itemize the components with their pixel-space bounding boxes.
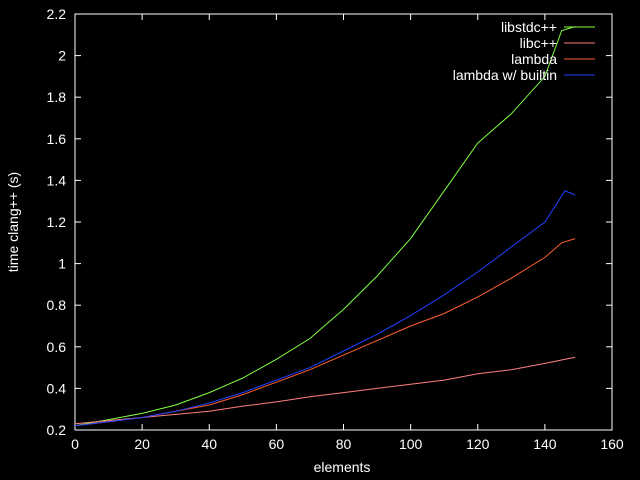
series-line-3 bbox=[74, 190, 576, 427]
x-tick-label: 80 bbox=[336, 436, 352, 452]
x-tick-label: 100 bbox=[399, 436, 423, 452]
y-tick-label: 1.4 bbox=[47, 172, 67, 188]
x-axis-label: elements bbox=[314, 459, 371, 475]
y-tick-label: 1.8 bbox=[47, 89, 67, 105]
y-axis-label: time clang++ (s) bbox=[5, 172, 21, 272]
y-tick-label: 2.2 bbox=[47, 6, 67, 22]
legend-label-3: lambda w/ builtin bbox=[453, 67, 557, 83]
series-line-1 bbox=[74, 356, 576, 425]
y-tick-label: 1.6 bbox=[47, 131, 67, 147]
x-tick-label: 140 bbox=[533, 436, 557, 452]
x-tick-label: 60 bbox=[269, 436, 285, 452]
legend-label-1: libc++ bbox=[520, 35, 557, 51]
x-tick-label: 40 bbox=[201, 436, 217, 452]
y-tick-label: 0.4 bbox=[47, 380, 67, 396]
y-axis-ticks: 0.2 0.4 0.6 0.8 1 1.2 1.4 1.6 1.8 2 2.2 bbox=[47, 6, 612, 438]
series-lines bbox=[74, 26, 576, 427]
y-tick-label: 2 bbox=[58, 48, 66, 64]
y-tick-label: 1 bbox=[58, 256, 66, 272]
series-line-0 bbox=[74, 26, 576, 427]
x-axis-ticks: 0 20 40 60 80 100 120 140 160 bbox=[71, 14, 624, 452]
x-tick-label: 120 bbox=[466, 436, 490, 452]
y-tick-label: 0.8 bbox=[47, 297, 67, 313]
legend-label-0: libstdc++ bbox=[501, 19, 557, 35]
x-tick-label: 160 bbox=[600, 436, 624, 452]
legend-label-2: lambda bbox=[511, 51, 557, 67]
x-tick-label: 20 bbox=[134, 436, 150, 452]
y-tick-label: 1.2 bbox=[47, 214, 67, 230]
x-tick-label: 0 bbox=[71, 436, 79, 452]
y-tick-label: 0.6 bbox=[47, 339, 67, 355]
y-tick-label: 0.2 bbox=[47, 422, 67, 438]
